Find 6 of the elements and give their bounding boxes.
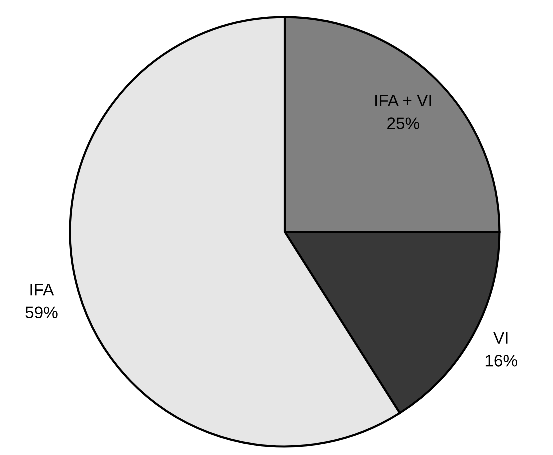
- slice-label: IFA: [30, 284, 54, 296]
- slice-label: IFA + VI: [376, 95, 432, 106]
- data-label: 59%: [26, 306, 58, 319]
- data-label: 25%: [388, 118, 420, 130]
- data-label: 16%: [486, 355, 518, 367]
- slice-label: VI: [494, 332, 508, 344]
